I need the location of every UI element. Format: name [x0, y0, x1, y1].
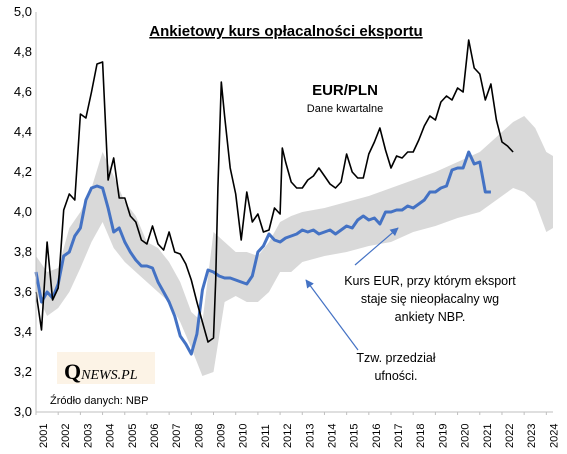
logo: QNEWS.PL — [57, 352, 155, 384]
x-tick-label: 2022 — [504, 424, 516, 448]
x-tick-label: 2015 — [349, 424, 361, 448]
y-tick-labels: 3,0 3,2 3,4 3,6 3,8 4,0 4,2 4,4 4,6 4,8 5,0 — [14, 4, 32, 419]
threshold-line — [34, 150, 491, 356]
x-tick-label: 2014 — [326, 424, 338, 448]
x-tick-label: 2017 — [393, 424, 405, 448]
x-tick-label: 2002 — [60, 424, 72, 448]
currency-label: EUR/PLN — [312, 82, 378, 99]
y-tick-label: 4,8 — [14, 44, 32, 59]
logo-background — [57, 352, 155, 384]
y-tick-label: 3,0 — [14, 404, 32, 419]
annotation-threshold-line-2: staje się nieopłacalny wg — [361, 292, 499, 306]
y-tick-label: 5,0 — [14, 4, 32, 19]
annotation-band-line-2: ufności. — [374, 369, 417, 383]
x-tick-label: 2009 — [216, 424, 228, 448]
x-tick-label: 2012 — [282, 424, 294, 448]
x-tick-label: 2005 — [127, 424, 139, 448]
chart-subtitle: Dane kwartalne — [307, 103, 383, 115]
y-tick-label: 3,4 — [14, 324, 32, 339]
y-tick-label: 3,6 — [14, 284, 32, 299]
x-tick-label: 2020 — [460, 424, 472, 448]
y-tick-label: 4,4 — [14, 124, 32, 139]
logo-q: Q — [64, 359, 81, 384]
annotation-threshold-arrow — [354, 227, 399, 266]
x-tick-label: 2016 — [371, 424, 383, 448]
x-tick-label: 2006 — [149, 424, 161, 448]
y-tick-label: 4,2 — [14, 164, 32, 179]
x-tick-label: 2024 — [548, 424, 560, 448]
x-tick-label: 2007 — [171, 424, 183, 448]
axis-layer — [35, 12, 553, 413]
x-tick-label: 2001 — [38, 424, 50, 448]
y-tick-label: 3,8 — [14, 244, 32, 259]
y-tick-label: 3,2 — [14, 364, 32, 379]
y-tick-label: 4,0 — [14, 204, 32, 219]
x-tick-label: 2019 — [437, 424, 449, 448]
annotation-threshold-line-1: Kurs EUR, przy którym eksport — [344, 274, 516, 288]
x-tick-label: 2008 — [193, 424, 205, 448]
x-tick-label: 2011 — [260, 424, 272, 448]
x-tick-label: 2013 — [304, 424, 316, 448]
chart-title: Ankietowy kurs opłacalności eksportu — [149, 23, 422, 40]
x-tick-label: 2010 — [238, 424, 250, 448]
eurpln-line — [35, 39, 514, 343]
annotation-band-line-1: Tzw. przedział — [356, 351, 435, 365]
annotation-band-arrow — [305, 279, 359, 351]
x-tick-labels: 2001 2002 2003 2004 2005 2006 2007 2008 2009 2010… — [35, 412, 560, 448]
x-tick-label: 2004 — [105, 424, 117, 448]
source-note: Źródło danych: NBP — [50, 394, 148, 407]
logo-rest: NEWS.PL — [80, 368, 138, 383]
x-tick-label: 2021 — [482, 424, 494, 448]
x-tick-label: 2023 — [526, 424, 538, 448]
annotation-threshold-line-3: ankiety NBP. — [395, 310, 466, 324]
confidence-band-layer — [36, 116, 553, 376]
x-tick-label: 2018 — [415, 424, 427, 448]
confidence-band — [36, 116, 553, 376]
logo-text: QNEWS.PL — [64, 359, 138, 384]
y-tick-label: 4,6 — [14, 84, 32, 99]
series-layer — [34, 39, 514, 356]
x-tick-label: 2003 — [82, 424, 94, 448]
